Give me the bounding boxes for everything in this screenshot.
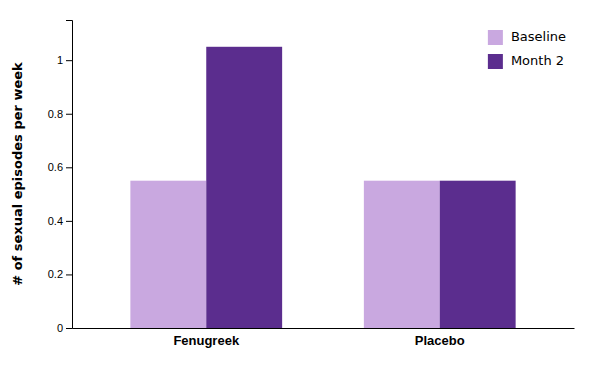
tick: 0.8 (48, 108, 72, 120)
tick-mark (66, 114, 72, 115)
legend: Baseline Month 2 (488, 29, 566, 69)
legend-item: Baseline (488, 29, 566, 45)
bar (206, 47, 282, 328)
legend-swatch (488, 54, 503, 69)
tick: 0.4 (48, 215, 72, 227)
legend-label: Month 2 (511, 53, 564, 68)
tick-label: Fenugreek (173, 333, 240, 348)
tick-label: 0.8 (48, 108, 63, 120)
tick: 1 (57, 54, 72, 66)
axis-line (73, 328, 575, 329)
chart: 0 0.2 0.4 0.6 0.8 1 Fenugreek Placebo Baseline Mo… (0, 0, 594, 368)
legend-item: Month 2 (488, 53, 564, 69)
tick-mark (66, 167, 72, 168)
bar (130, 181, 206, 328)
tick: 0.6 (48, 161, 72, 173)
tick-label: 0 (57, 322, 63, 334)
tick: 0.2 (48, 268, 72, 280)
y-axis: 0 0.2 0.4 0.6 0.8 1 (48, 21, 73, 335)
bar-series (206, 47, 515, 328)
tick-label: Placebo (415, 333, 465, 348)
tick-label: 0.6 (48, 161, 63, 173)
bar-series (130, 181, 439, 328)
tick: Fenugreek (173, 328, 240, 348)
tick-label: 1 (57, 54, 63, 66)
bar (440, 181, 516, 328)
bars (130, 47, 515, 328)
legend-label: Baseline (511, 29, 566, 44)
x-axis: Fenugreek Placebo (73, 328, 575, 348)
tick-mark (66, 221, 72, 222)
tick-label: 0.4 (48, 215, 63, 227)
tick-mark (66, 60, 72, 61)
tick: Placebo (415, 328, 465, 348)
legend-swatch (488, 30, 503, 45)
axis-line (66, 21, 73, 329)
tick-label: 0.2 (48, 268, 63, 280)
axis-title: # of sexual episodes per week (10, 62, 25, 286)
plot-area: 0 0.2 0.4 0.6 0.8 1 Fenugreek Placebo Baseline Mo… (48, 21, 575, 349)
bar (364, 181, 440, 328)
tick-mark (66, 328, 72, 329)
tick: 0 (57, 322, 72, 334)
tick-mark (66, 274, 72, 275)
